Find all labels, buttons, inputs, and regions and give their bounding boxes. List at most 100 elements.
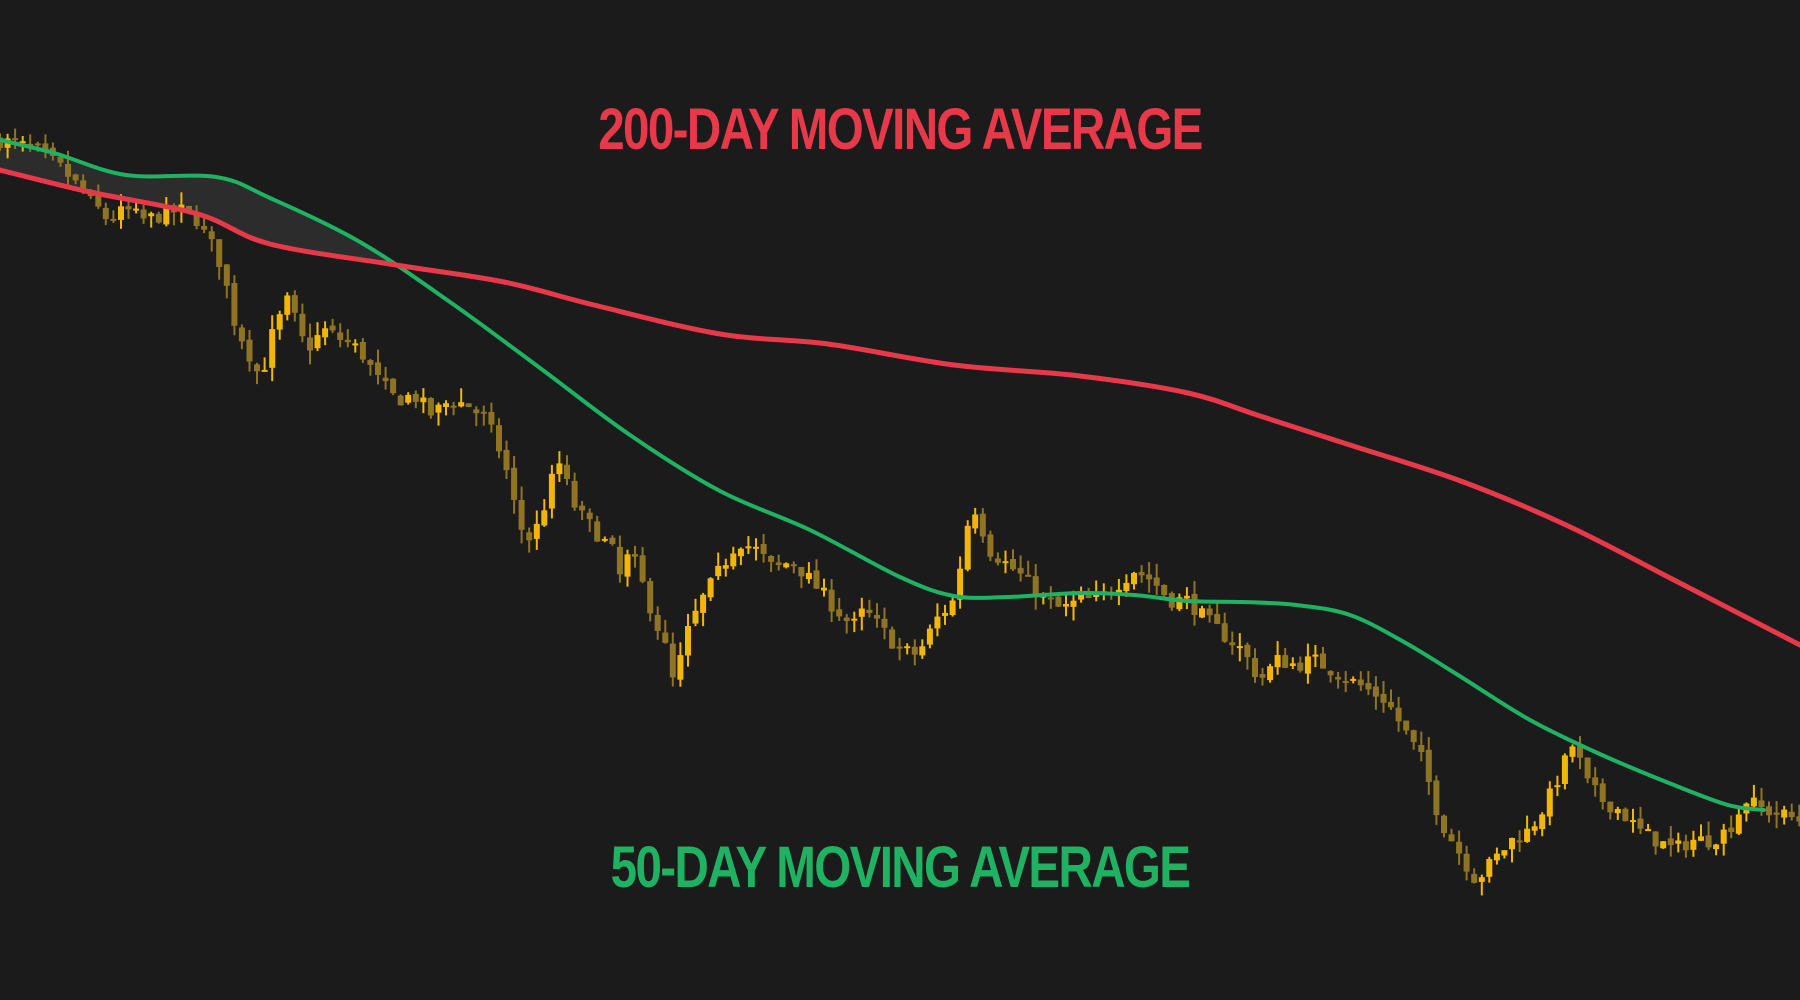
- candle: [1289, 657, 1296, 669]
- candle-body: [1486, 859, 1493, 877]
- candle-body: [518, 500, 525, 530]
- candle: [1735, 805, 1742, 835]
- candle-body: [692, 610, 699, 624]
- candle-body: [435, 404, 442, 413]
- candle: [821, 578, 827, 597]
- candle-body: [790, 564, 797, 567]
- candle: [1403, 720, 1410, 735]
- candle: [1456, 830, 1463, 865]
- candle-body: [223, 264, 230, 286]
- candle: [465, 403, 472, 408]
- candle-body: [1456, 841, 1463, 854]
- candle: [579, 501, 586, 520]
- candle-body: [110, 218, 117, 221]
- candle-body: [548, 473, 555, 509]
- candle-body: [1614, 809, 1621, 814]
- candle-body: [1304, 656, 1311, 674]
- candle: [1365, 671, 1372, 696]
- candle: [843, 614, 850, 634]
- candle-body: [1252, 658, 1258, 677]
- candle: [1705, 821, 1712, 851]
- candle-body: [1199, 608, 1205, 618]
- candle-body: [34, 143, 41, 146]
- candle: [435, 402, 442, 426]
- candle-body: [821, 587, 827, 591]
- candle-body: [1698, 836, 1704, 841]
- candle: [155, 211, 162, 224]
- candle-body: [1652, 831, 1659, 847]
- candle-body: [208, 231, 215, 240]
- candle-body: [1093, 594, 1100, 597]
- candle: [624, 549, 631, 587]
- candle: [1584, 757, 1591, 784]
- candle-body: [125, 206, 132, 210]
- candle: [1236, 633, 1243, 662]
- candlestick-series: [0, 128, 1800, 896]
- candle-body: [155, 213, 162, 223]
- candle: [1660, 841, 1667, 849]
- candle-body: [405, 394, 412, 403]
- candle: [1599, 778, 1606, 810]
- ma50-label: 50-DAY MOVING AVERAGE: [610, 835, 1191, 900]
- candle-body: [889, 629, 896, 649]
- candle-body: [904, 646, 911, 649]
- candle: [1652, 831, 1659, 855]
- candle-body: [1425, 749, 1432, 782]
- candle: [753, 538, 759, 561]
- candle: [1259, 667, 1266, 686]
- candle-body: [329, 325, 336, 331]
- candle-body: [881, 618, 888, 628]
- candle-body: [972, 514, 979, 529]
- candle: [692, 598, 699, 627]
- candle: [1115, 578, 1122, 606]
- candle-body: [397, 395, 404, 406]
- candle-body: [1569, 746, 1576, 757]
- candle-body: [42, 143, 49, 151]
- candle-body: [1085, 594, 1092, 598]
- candle: [488, 402, 495, 433]
- candle: [571, 472, 578, 511]
- candle-body: [616, 546, 623, 575]
- candle: [1297, 656, 1304, 673]
- candle-body: [919, 646, 926, 656]
- candle: [1675, 832, 1682, 853]
- candle-body: [246, 339, 253, 362]
- candle: [72, 173, 79, 185]
- candle-body: [12, 138, 19, 141]
- candle: [1017, 555, 1024, 582]
- candle: [1781, 805, 1788, 825]
- candle-body: [1682, 841, 1689, 851]
- candle-body: [1320, 653, 1326, 669]
- candle: [427, 397, 434, 419]
- candle-body: [1690, 839, 1697, 850]
- candle: [1750, 784, 1757, 810]
- candle-body: [1516, 840, 1523, 843]
- candle: [208, 226, 215, 252]
- candle-body: [1592, 777, 1599, 786]
- candle-body: [836, 609, 843, 617]
- candle: [790, 561, 797, 574]
- candle-body: [541, 510, 548, 526]
- candle-body: [337, 332, 344, 340]
- candle-body: [1433, 780, 1440, 816]
- candle-body: [707, 578, 714, 598]
- candle: [586, 508, 593, 533]
- candle: [503, 440, 510, 479]
- candle: [42, 134, 49, 159]
- candle: [541, 499, 548, 527]
- candle: [125, 199, 132, 219]
- candle-body: [1214, 614, 1221, 624]
- candle: [957, 556, 964, 609]
- candle: [322, 321, 329, 346]
- candle: [1229, 631, 1236, 655]
- candle-body: [412, 393, 419, 402]
- candle-body: [1221, 623, 1228, 642]
- candle: [382, 367, 389, 390]
- candle: [450, 401, 457, 416]
- candle: [866, 599, 873, 618]
- candle: [1493, 847, 1500, 865]
- candle-body: [949, 600, 956, 615]
- candle-body: [216, 239, 223, 267]
- candle-body: [1183, 595, 1190, 599]
